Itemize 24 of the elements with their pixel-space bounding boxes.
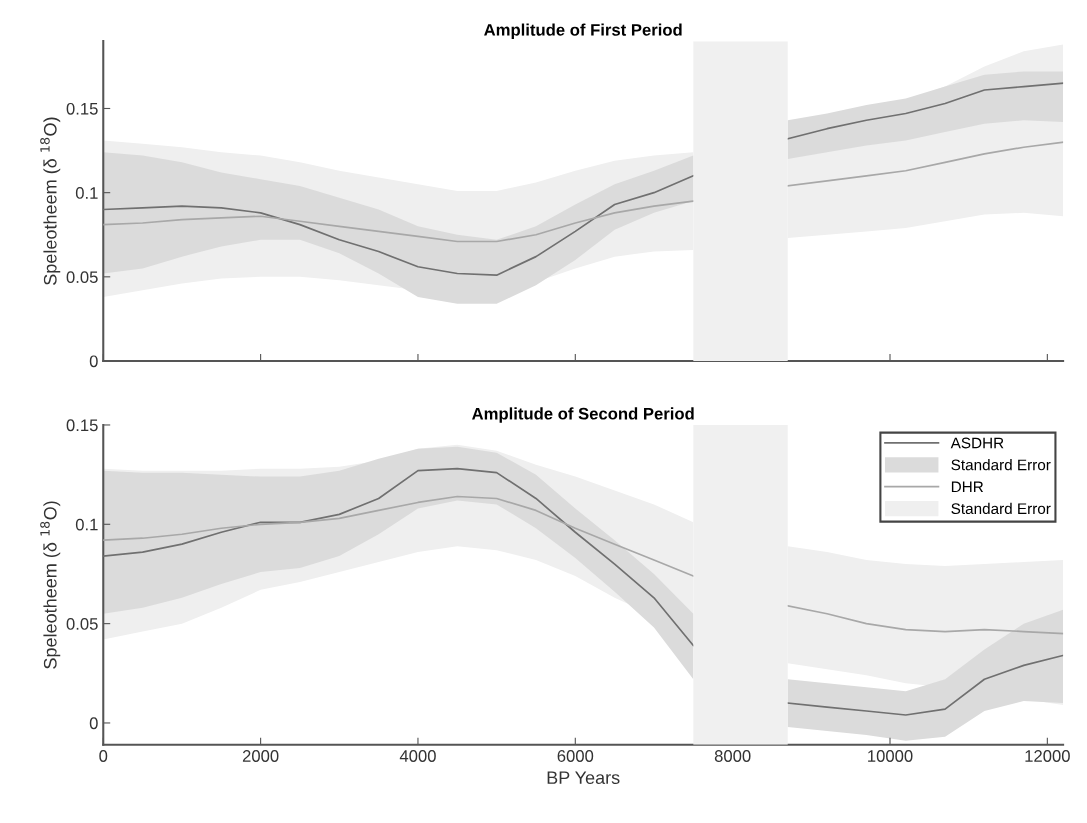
y-axis-title: Speleotheem (δ $^{18}$O): [40, 117, 61, 285]
y-tick-label: 0.05: [66, 271, 98, 284]
y-tick-label: 0: [89, 717, 98, 730]
x-tick-label: 6000: [557, 750, 594, 762]
annotation: Standard Error: [951, 459, 1051, 471]
chart-title: Amplitude of Second Period: [472, 407, 694, 423]
chart-title: Amplitude of First Period: [484, 23, 682, 40]
annotation: Standard Error: [951, 502, 1051, 515]
x-tick-label: 4000: [399, 750, 436, 762]
x-tick-label: 10000: [868, 750, 913, 762]
x-axis-title: BP Years: [547, 771, 620, 785]
y-tick-label: 0: [89, 355, 98, 368]
y-axis-title: Speleotheem (δ $^{18}$O): [40, 501, 61, 669]
x-tick-label: 2000: [242, 750, 279, 762]
legend-label: ASDHR: [950, 437, 1004, 449]
legend-label: DHR: [951, 481, 984, 493]
y-tick-label: 0.15: [66, 419, 98, 432]
y-tick-label: 0.1: [75, 518, 98, 531]
x-tick-label: 12000: [1025, 750, 1070, 762]
y-tick-label: 0.15: [66, 102, 98, 115]
x-tick-label: 0: [99, 750, 108, 762]
x-tick-label: 8000: [714, 750, 751, 762]
y-tick-label: 0.05: [66, 618, 98, 630]
y-tick-label: 0.1: [75, 187, 98, 199]
